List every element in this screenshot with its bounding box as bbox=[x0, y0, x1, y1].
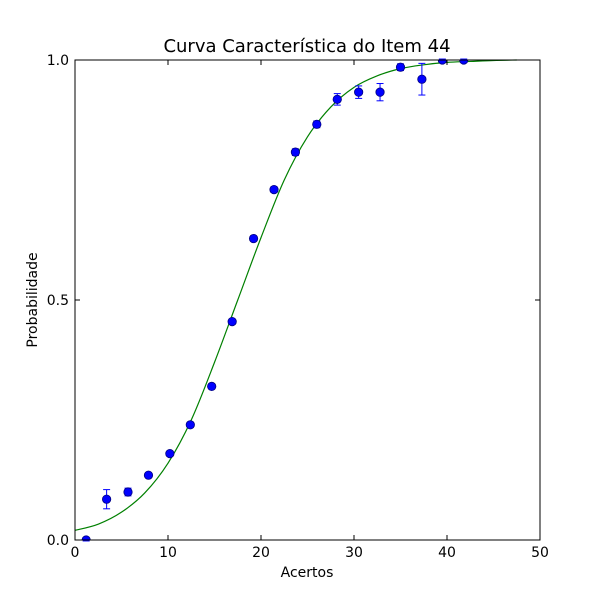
y-tick-label: 0.0 bbox=[47, 533, 69, 549]
data-point bbox=[354, 87, 364, 97]
y-tick-label: 0.5 bbox=[47, 293, 69, 309]
x-tick-label: 50 bbox=[531, 545, 549, 561]
x-tick-label: 30 bbox=[345, 545, 363, 561]
data-point bbox=[332, 94, 342, 104]
data-point bbox=[123, 487, 133, 497]
data-point bbox=[290, 147, 301, 157]
x-tick-label: 0 bbox=[71, 545, 80, 561]
data-point bbox=[375, 87, 385, 97]
data-point bbox=[165, 448, 175, 459]
x-axis-label: Acertos bbox=[281, 565, 334, 581]
data-point bbox=[395, 62, 406, 72]
data-point bbox=[417, 74, 427, 84]
data-point bbox=[185, 420, 195, 430]
data-point bbox=[437, 60, 447, 65]
y-axis-label: Probabilidade bbox=[25, 252, 41, 347]
chart-title: Curva Característica do Item 44 bbox=[163, 36, 450, 57]
data-point bbox=[227, 316, 237, 327]
data-point bbox=[312, 119, 322, 129]
x-tick-label: 20 bbox=[252, 545, 270, 561]
data-point bbox=[143, 470, 154, 480]
data-point bbox=[102, 494, 112, 504]
y-tick-label: 1.0 bbox=[47, 53, 69, 69]
data-point bbox=[207, 381, 217, 391]
x-tick-label: 10 bbox=[159, 545, 177, 561]
x-tick-label: 40 bbox=[438, 545, 456, 561]
data-point bbox=[459, 60, 469, 65]
y-axis-ticks: 0.0 0.5 1.0 bbox=[47, 53, 540, 549]
x-axis-ticks: 0 10 20 30 40 50 bbox=[71, 60, 549, 561]
data-point bbox=[248, 233, 259, 244]
data-point bbox=[269, 185, 279, 195]
